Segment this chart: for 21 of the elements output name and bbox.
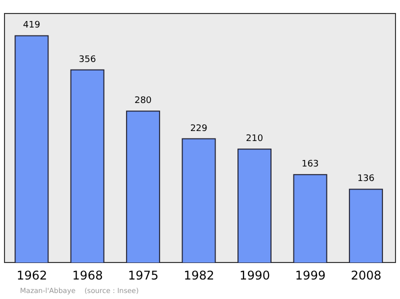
- x-tick-label: 1962: [16, 268, 48, 283]
- data-label: 210: [246, 134, 264, 144]
- data-label: 136: [357, 174, 375, 184]
- data-label: 356: [78, 54, 96, 65]
- x-tick-label: 1968: [72, 268, 103, 283]
- bar: [70, 69, 104, 263]
- bar: [348, 188, 383, 263]
- x-tick-label: 2008: [350, 268, 382, 283]
- bar: [238, 148, 272, 263]
- data-label: 163: [302, 160, 319, 170]
- bar: [182, 138, 216, 263]
- data-label: 419: [23, 20, 40, 31]
- bar: [14, 35, 49, 263]
- x-tick-label: 1999: [295, 268, 326, 283]
- data-label: 280: [134, 96, 152, 106]
- x-tick-label: 1982: [184, 268, 214, 283]
- data-label: 229: [190, 124, 208, 134]
- x-tick-label: 1990: [239, 268, 270, 283]
- bar: [126, 110, 160, 263]
- x-tick-label: 1975: [128, 268, 159, 283]
- bar: [293, 174, 328, 263]
